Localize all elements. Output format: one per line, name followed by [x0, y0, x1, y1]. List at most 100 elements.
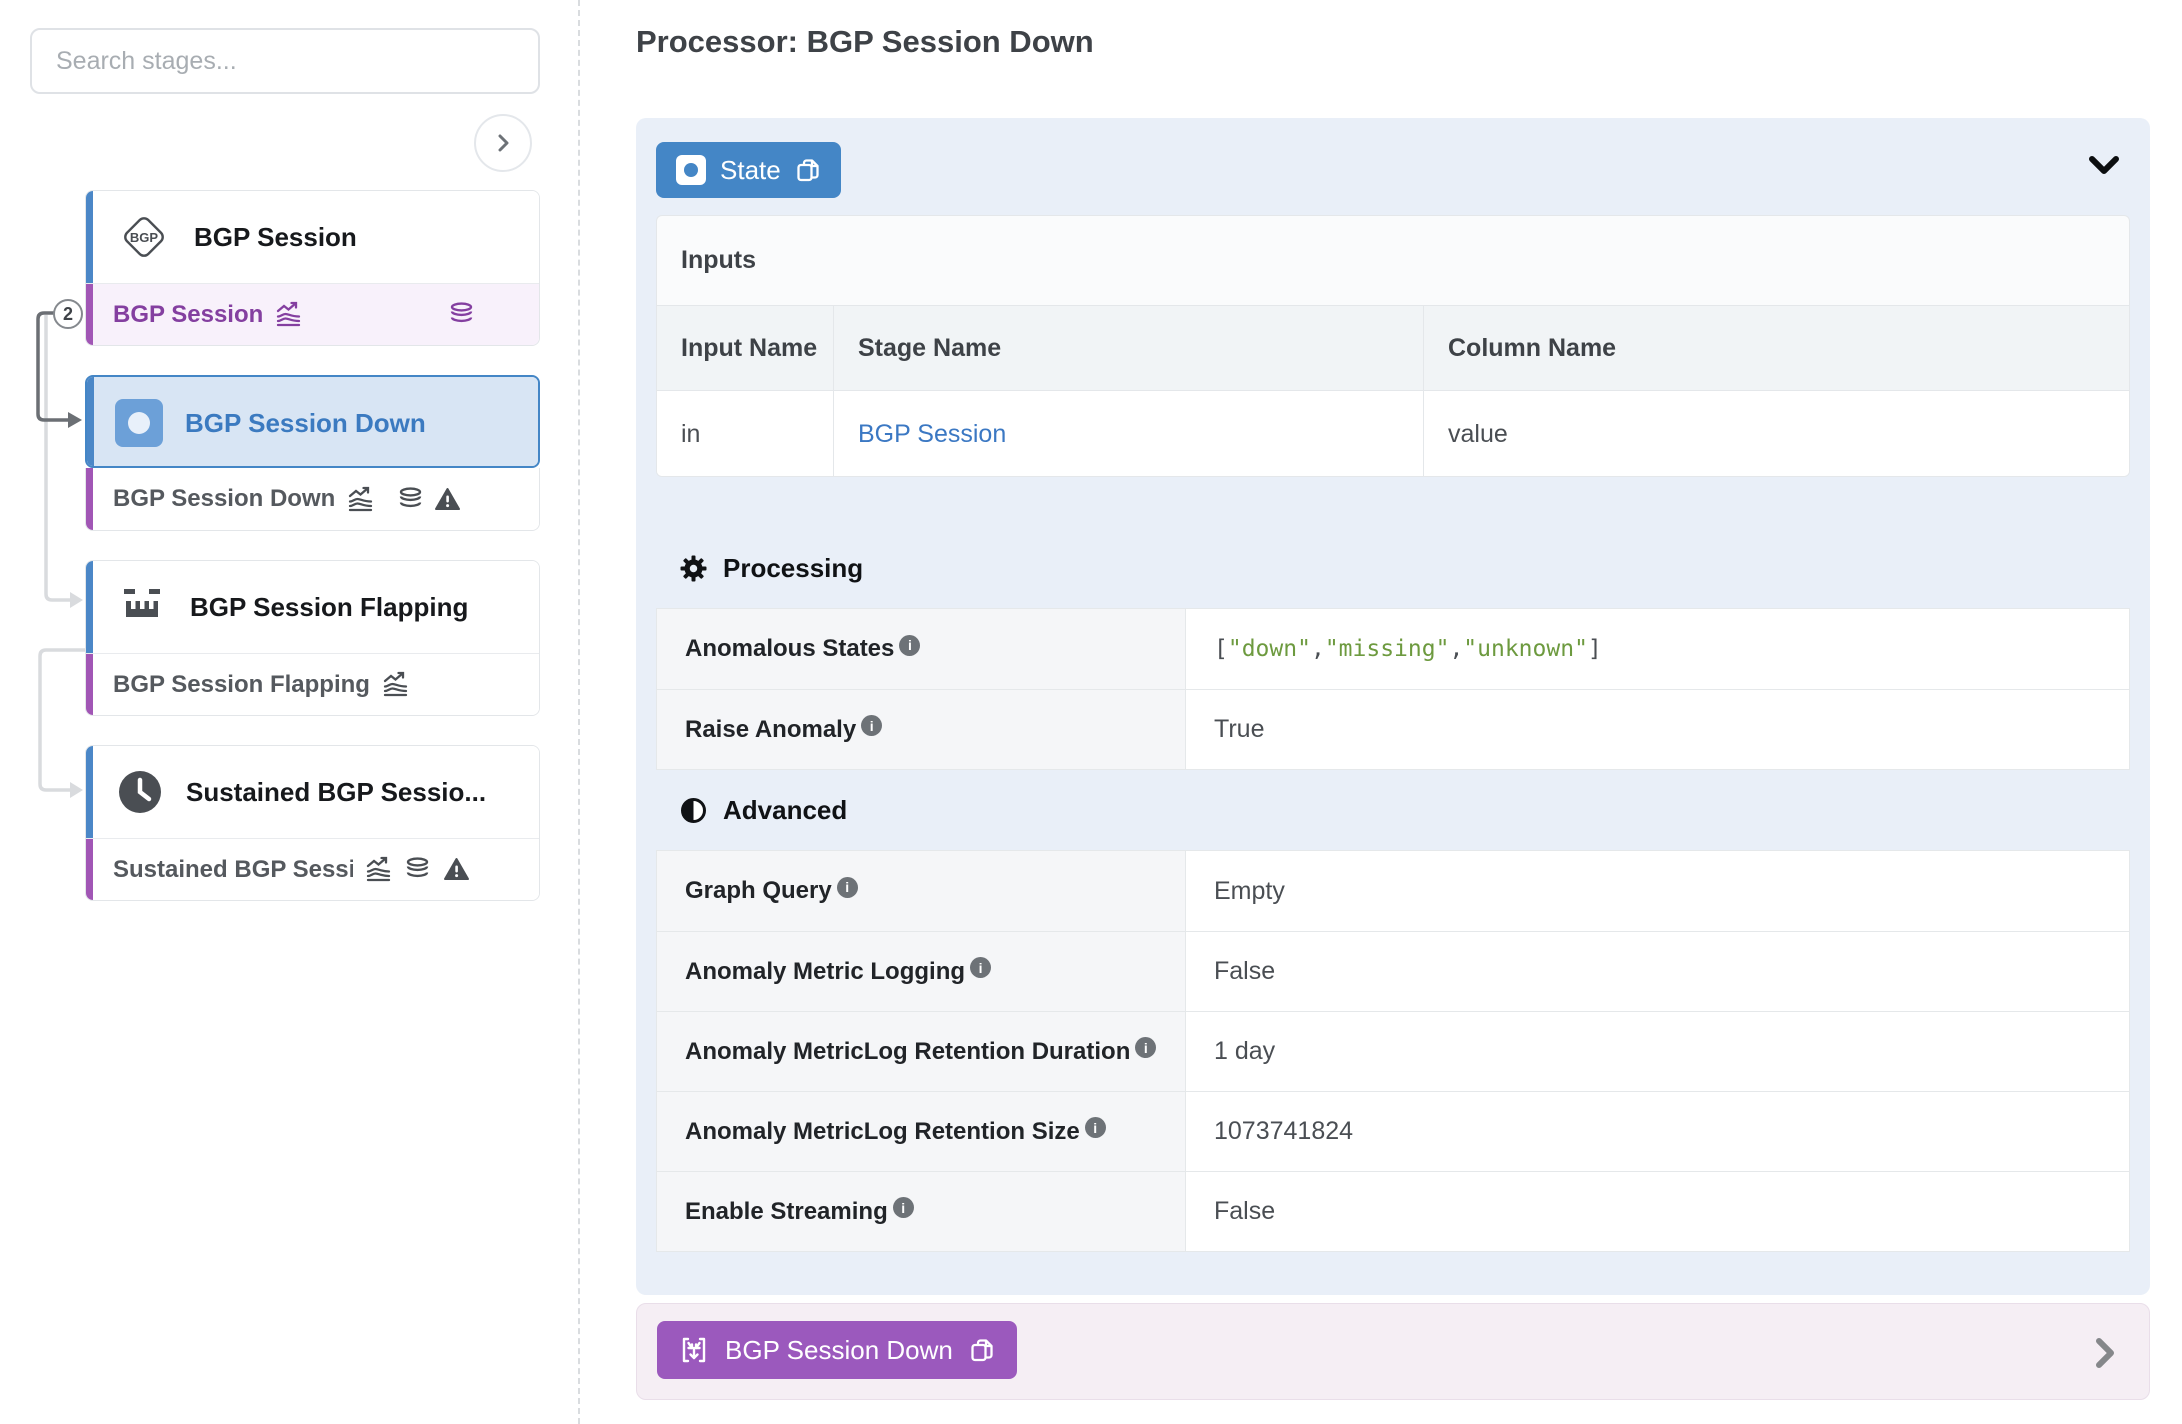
column-header-column-name: Column Name [1423, 306, 2129, 390]
expand-chevron-right-icon[interactable] [2095, 1337, 2115, 1369]
metrics-icon [275, 301, 302, 328]
settings-table: Processing Anomalous States i ["down", "… [656, 528, 2130, 1252]
database-icon [397, 486, 424, 513]
sidebar-collapse-button[interactable] [474, 114, 532, 172]
warning-icon [434, 486, 461, 513]
setting-row: Enable Streaming i False [657, 1171, 2129, 1251]
edge-count-badge: 2 [53, 299, 83, 329]
substage-label: BGP Session Flapping [113, 670, 370, 698]
info-icon[interactable]: i [970, 957, 992, 978]
substage-label: BGP Session Down [113, 485, 336, 512]
stage-row-bgp-session-down[interactable]: BGP Session Down [87, 377, 538, 466]
advanced-rows: Graph Query i Empty Anomaly Metric Loggi… [656, 850, 2130, 1252]
substage-accent-strip [86, 654, 93, 715]
stage-card-bgp-session-flapping[interactable]: BGP Session Flapping BGP Session Flappin… [85, 560, 540, 716]
setting-value: 1 day [1186, 1012, 2129, 1091]
substage-accent-strip [86, 468, 93, 530]
inputs-header-row: Input Name Stage Name Column Name [657, 306, 2129, 391]
inputs-data-row: in BGP Session value [657, 391, 2129, 476]
state-button-label: State [720, 154, 781, 185]
stage-row-sustained-bgp-session[interactable]: Sustained BGP Sessio... [86, 746, 539, 838]
processor-button[interactable]: BGP Session Down [657, 1321, 1017, 1379]
substage-label: BGP Session [113, 300, 264, 328]
setting-row: Anomalous States i ["down", "missing", "… [657, 609, 2129, 689]
stage-accent-strip [86, 561, 93, 653]
stage-subrow-sustained-bgp-session[interactable]: Sustained BGP Sessio... [86, 838, 539, 900]
section-header-advanced: Advanced [656, 770, 2130, 850]
input-name-value: in [681, 419, 701, 448]
stage-title: Sustained BGP Sessio... [186, 776, 487, 807]
info-icon[interactable]: i [1135, 1037, 1157, 1058]
setting-label: Anomalous States i [657, 609, 1186, 689]
database-icon [404, 856, 431, 883]
page-title: Processor: BGP Session Down [636, 24, 1094, 59]
processor-ingest-icon [679, 1335, 709, 1365]
stage-row-bgp-session-flapping[interactable]: BGP Session Flapping [86, 561, 539, 653]
half-circle-contrast-icon [680, 797, 707, 824]
substage-label: Sustained BGP Sessio... [113, 855, 353, 883]
setting-value: Empty [1186, 851, 2129, 931]
setting-label: Anomaly Metric Logging i [657, 932, 1186, 1011]
state-panel: State Inputs Input Name Stage Name Colum… [636, 118, 2150, 1295]
stage-accent-strip [87, 377, 94, 466]
setting-row: Anomaly MetricLog Retention Duration i 1… [657, 1011, 2129, 1091]
state-icon [676, 155, 706, 185]
chevron-right-icon [498, 134, 509, 152]
info-icon[interactable]: i [892, 1197, 914, 1218]
setting-value: True [1186, 690, 2129, 769]
setting-row: Anomaly MetricLog Retention Size i 10737… [657, 1091, 2129, 1171]
stage-subrow-bgp-session-flapping[interactable]: BGP Session Flapping [86, 653, 539, 715]
copy-icon[interactable] [969, 1337, 995, 1363]
state-icon [115, 399, 163, 447]
stage-subrow-bgp-session[interactable]: BGP Session [86, 283, 539, 345]
info-icon[interactable]: i [861, 715, 883, 736]
setting-label: Graph Query i [657, 851, 1186, 931]
search-input[interactable] [30, 28, 540, 94]
state-button[interactable]: State [656, 142, 841, 198]
copy-icon[interactable] [795, 157, 821, 183]
processing-rows: Anomalous States i ["down", "missing", "… [656, 608, 2130, 770]
setting-row: Graph Query i Empty [657, 851, 2129, 931]
setting-row: Anomaly Metric Logging i False [657, 931, 2129, 1011]
stage-connector-lines [36, 311, 85, 798]
info-icon[interactable]: i [899, 634, 921, 656]
stage-title: BGP Session Flapping [190, 591, 469, 622]
flapping-icon [116, 581, 168, 633]
stage-subrow-bgp-session-down[interactable]: BGP Session Down [86, 468, 539, 530]
info-icon[interactable]: i [836, 876, 858, 898]
inputs-title: Inputs [657, 216, 2129, 306]
setting-value: False [1186, 1172, 2129, 1251]
stage-accent-strip [86, 746, 93, 838]
setting-value: ["down", "missing", "unknown"] [1186, 609, 2129, 689]
info-icon[interactable]: i [1084, 1117, 1106, 1138]
column-name-value: value [1423, 391, 2129, 476]
stage-card-bgp-session-down[interactable]: BGP Session Down [85, 375, 540, 468]
setting-label: Raise Anomaly i [657, 690, 1186, 769]
stage-name-link[interactable]: BGP Session [858, 419, 1007, 448]
setting-value: False [1186, 932, 2129, 1011]
column-header-input-name: Input Name [681, 333, 818, 362]
processor-footer-panel: BGP Session Down [636, 1303, 2150, 1400]
setting-value: 1073741824 [1186, 1092, 2129, 1171]
section-title: Processing [723, 552, 864, 583]
stage-subcard-bgp-session-down[interactable]: BGP Session Down [85, 468, 540, 531]
gear-icon [680, 555, 707, 582]
collapse-panel-chevron-down-icon[interactable] [2088, 156, 2120, 176]
stage-accent-strip [86, 191, 93, 283]
stage-title: BGP Session Down [185, 407, 426, 438]
stage-card-bgp-session[interactable]: BGP BGP Session BGP Session [85, 190, 540, 346]
metrics-icon [382, 671, 409, 698]
warning-icon [443, 856, 470, 883]
processor-button-label: BGP Session Down [725, 1334, 953, 1365]
setting-row: Raise Anomaly i True [657, 689, 2129, 769]
setting-label: Anomaly MetricLog Retention Duration i [657, 1012, 1186, 1091]
substage-accent-strip [86, 839, 93, 900]
metrics-icon [365, 856, 392, 883]
stage-title: BGP Session [194, 221, 357, 252]
bgp-diamond-icon: BGP [116, 209, 172, 265]
stage-row-bgp-session[interactable]: BGP BGP Session [86, 191, 539, 283]
panel-divider [578, 0, 580, 1424]
stage-sidebar: 2 BGP BGP Session BGP Session [0, 0, 578, 1424]
stage-card-sustained-bgp-session[interactable]: Sustained BGP Sessio... Sustained BGP Se… [85, 745, 540, 901]
